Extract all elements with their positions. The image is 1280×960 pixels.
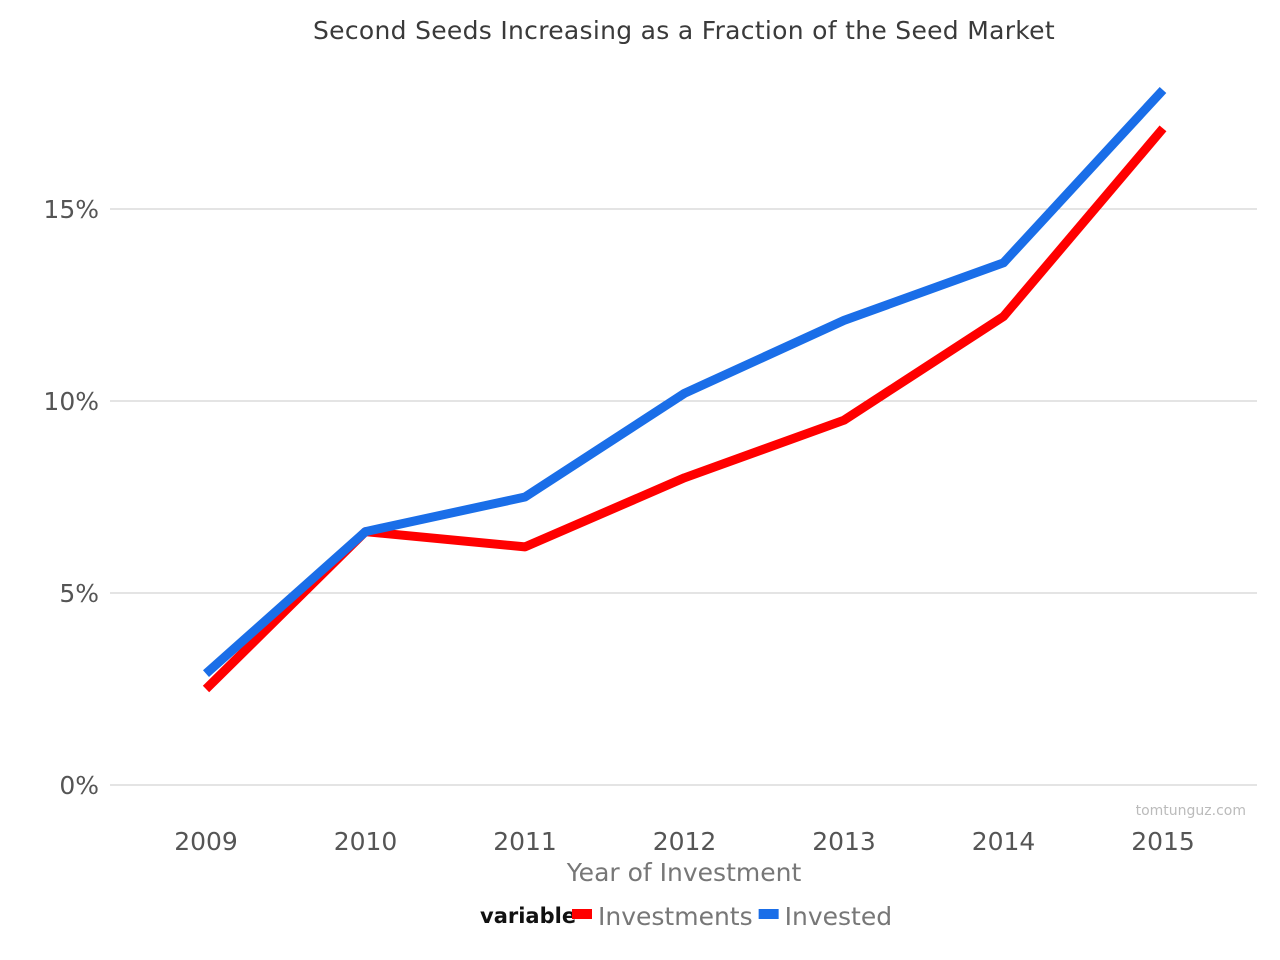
legend-swatch-investments [572, 909, 592, 919]
x-tick-label: 2013 [812, 827, 876, 856]
x-tick-label: 2011 [493, 827, 557, 856]
legend: variable Investments Invested [480, 902, 892, 931]
y-tick-label: 5% [59, 579, 99, 608]
x-axis-ticks: 2009 2010 2011 2012 2013 2014 2015 [174, 827, 1195, 856]
gridlines [110, 208, 1257, 786]
series-line-investments [202, 125, 1167, 693]
legend-swatch-invested [758, 909, 779, 919]
x-tick-label: 2010 [334, 827, 398, 856]
series-line-invested [203, 86, 1167, 677]
legend-label-investments: Investments [598, 902, 753, 931]
legend-title: variable [480, 904, 576, 928]
x-tick-label: 2015 [1131, 827, 1195, 856]
series-lines [202, 86, 1167, 693]
legend-items: Investments Invested [572, 902, 892, 931]
legend-label-invested: Invested [785, 902, 892, 931]
x-tick-label: 2009 [174, 827, 238, 856]
y-tick-label: 15% [43, 195, 99, 224]
x-tick-label: 2012 [653, 827, 717, 856]
watermark: tomtunguz.com [1136, 803, 1246, 819]
y-axis-ticks: 0% 5% 10% 15% [43, 195, 99, 800]
x-axis-title: Year of Investment [566, 858, 802, 887]
y-tick-label: 0% [59, 771, 99, 800]
y-tick-label: 10% [43, 387, 99, 416]
chart-title: Second Seeds Increasing as a Fraction of… [313, 16, 1055, 45]
x-tick-label: 2014 [972, 827, 1036, 856]
